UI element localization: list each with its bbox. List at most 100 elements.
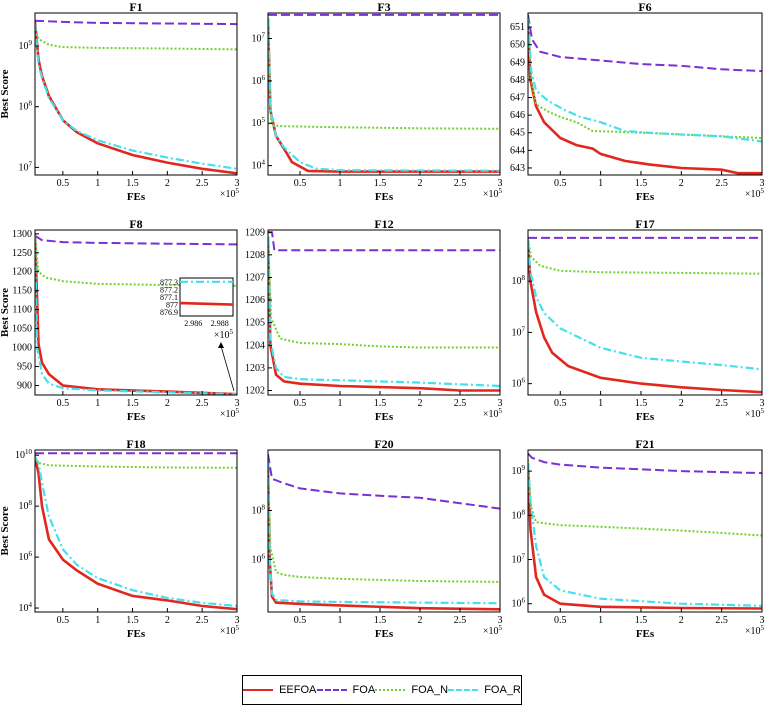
x-tick-label: 1 — [598, 615, 603, 626]
x-tick-label: 1 — [95, 398, 100, 409]
legend-label: EEFOA — [279, 684, 317, 696]
inset-series-line-eefoa — [179, 301, 234, 306]
y-tick-label: 1250 — [12, 248, 32, 259]
x-tick-label: 3 — [235, 615, 240, 626]
series-line-foa-n — [35, 237, 237, 287]
y-tick-label: 1200 — [12, 267, 32, 278]
plot-frame — [527, 229, 763, 396]
y-tick-label: 1207 — [245, 272, 265, 283]
y-tick-label: 107 — [252, 32, 266, 45]
y-tick-label: 108 — [19, 100, 33, 113]
plot-frame — [267, 229, 501, 396]
x-tick-label: 3 — [498, 615, 503, 626]
y-tick-label: 107 — [19, 160, 33, 173]
x-tick-label: 2.5 — [454, 178, 467, 189]
plot-frame — [267, 449, 501, 613]
plot-frame — [527, 12, 763, 176]
inset-y-tick-label: 877.1 — [160, 293, 178, 302]
y-tick-label: 648 — [510, 75, 525, 86]
x-tick-label: 2.5 — [715, 178, 728, 189]
y-tick-label: 1205 — [245, 318, 265, 329]
x-tick-label: 1.5 — [635, 615, 648, 626]
x-axis-label: FEs — [636, 191, 655, 203]
series-line-foa-r — [35, 22, 237, 170]
x-tick-label: 1.5 — [374, 178, 387, 189]
x-axis-label: FEs — [375, 191, 394, 203]
chart-title: F1 — [129, 0, 142, 14]
y-axis-label: Best Score — [0, 69, 11, 118]
x-axis-label: FEs — [636, 628, 655, 640]
series-line-foa-r — [268, 461, 500, 605]
plot-frame — [34, 449, 238, 613]
inset-x-exponent-label: ×105 — [214, 328, 234, 341]
chart-title: F21 — [635, 437, 654, 451]
y-tick-label: 108 — [512, 508, 526, 521]
x-tick-label: 1 — [598, 178, 603, 189]
chart-f18: 0.5 1 1.5 2 2.5 3 104 106 108 1010 ×105 F18 FEs Best … — [0, 437, 240, 640]
plot-frame — [527, 449, 763, 613]
inset-x-tick-label: 2.986 — [184, 319, 202, 328]
y-tick-label: 109 — [19, 39, 33, 52]
x-tick-label: 2 — [679, 178, 684, 189]
chart-title: F12 — [374, 217, 393, 231]
x-tick-label: 2 — [418, 615, 423, 626]
x-tick-label: 2.5 — [715, 615, 728, 626]
x-tick-label: 2.5 — [454, 615, 467, 626]
x-axis-label: FEs — [127, 411, 146, 423]
x-axis-label: FEs — [127, 628, 146, 640]
series-line-foa-r — [268, 236, 500, 388]
x-tick-label: 3 — [760, 178, 765, 189]
y-tick-label: 105 — [252, 116, 266, 129]
y-tick-label: 1150 — [12, 286, 32, 297]
y-tick-label: 1208 — [245, 250, 265, 261]
y-tick-label: 900 — [17, 381, 32, 392]
x-exponent-label: ×105 — [745, 624, 765, 637]
series-line-foa-r — [268, 18, 500, 172]
chart-title: F17 — [635, 217, 654, 231]
inset-y-tick-label: 877 — [166, 301, 178, 310]
series-line-eefoa — [268, 461, 500, 611]
legend-swatch — [243, 689, 274, 691]
y-tick-label: 107 — [512, 553, 526, 566]
series-line-foa-n — [268, 461, 500, 583]
y-tick-label: 950 — [17, 362, 32, 373]
x-tick-label: 2 — [418, 178, 423, 189]
series-line-foa-n — [528, 239, 762, 275]
x-axis-label: FEs — [375, 411, 394, 423]
x-exponent-label: ×105 — [220, 624, 240, 637]
y-tick-label: 106 — [512, 597, 526, 610]
legend-item-foa-r: FOA_R — [448, 684, 521, 696]
series-line-foa-r — [35, 457, 237, 608]
series-line-eefoa — [35, 457, 237, 611]
y-tick-label: 108 — [512, 274, 526, 287]
x-axis-label: FEs — [375, 628, 394, 640]
y-tick-label: 1209 — [245, 227, 265, 238]
x-tick-label: 3 — [498, 398, 503, 409]
x-exponent-label: ×105 — [745, 407, 765, 420]
series-line-foa-n — [268, 236, 500, 349]
y-tick-label: 646 — [510, 110, 525, 121]
series-line-foa-r — [528, 18, 762, 143]
x-tick-label: 0.5 — [57, 398, 70, 409]
inset-y-tick-label: 876.9 — [160, 308, 178, 317]
series-line-foa-n — [528, 18, 762, 139]
series-line-foa-n — [268, 18, 500, 130]
chart-f8: 0.5 1 1.5 2 2.5 3 900 950 1000 1050 1100 1150 1200 12… — [0, 217, 240, 423]
y-tick-label: 106 — [512, 377, 526, 390]
y-tick-label: 651 — [510, 22, 525, 33]
series-line-foa — [35, 19, 237, 26]
legend-swatch — [448, 689, 479, 691]
chart-title: F3 — [377, 0, 390, 14]
y-tick-label: 645 — [510, 128, 525, 139]
x-tick-label: 1.5 — [126, 178, 139, 189]
legend-item-foa-n: FOA_N — [375, 684, 448, 696]
x-tick-label: 0.5 — [294, 398, 307, 409]
series-line-foa-n — [35, 455, 237, 469]
series-line-foa-r — [528, 463, 762, 607]
series-line-foa — [268, 454, 500, 510]
x-axis-label: FEs — [127, 191, 146, 203]
inset-arrow-head — [218, 342, 224, 348]
series-line-foa — [35, 234, 237, 246]
chart-f3: 0.5 1 1.5 2 2.5 3 104 105 106 107 ×105 F3 FEs — [252, 0, 503, 203]
